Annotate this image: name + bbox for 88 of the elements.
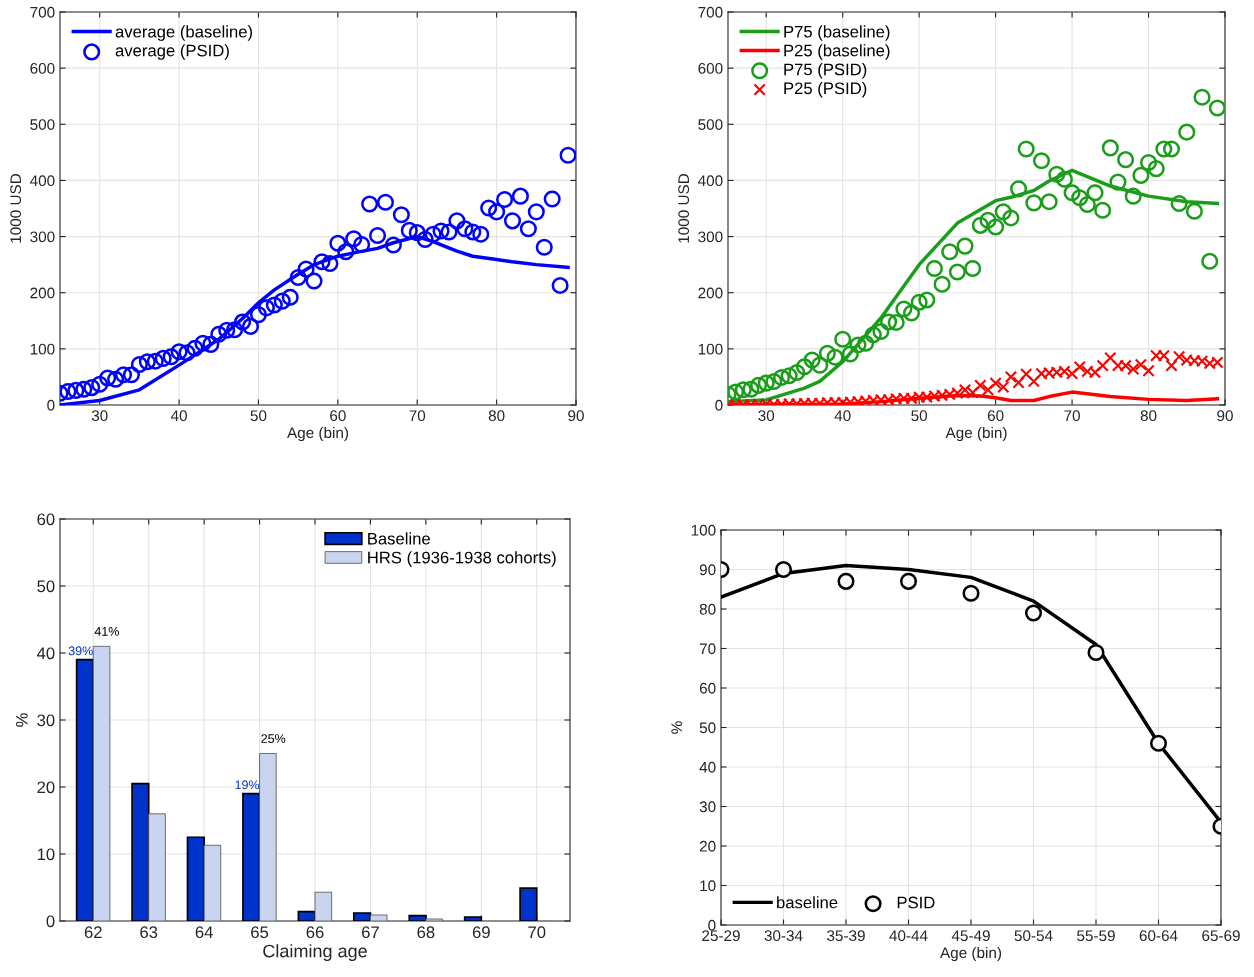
legend-label: Baseline [368, 532, 430, 545]
y-tick-label: 700 [30, 6, 55, 18]
y-tick-label: 500 [30, 119, 55, 130]
y-tick-label: 0 [47, 399, 55, 411]
y-tick-label: 0 [708, 919, 716, 931]
y-tick-label: 300 [698, 231, 723, 243]
y-tick-label: 90 [699, 564, 716, 576]
y-tick-label: 100 [30, 343, 55, 355]
y-axis-title: 1000 USD [10, 173, 22, 243]
y-tick-label: 10 [700, 880, 716, 892]
y-tick-label: 400 [698, 175, 723, 187]
y-tick-label: 10 [37, 848, 55, 861]
data-label: 19% [235, 780, 260, 790]
legend-label: P25 (baseline) [784, 44, 890, 60]
y-tick-label: 80 [699, 603, 716, 615]
x-tick-label: 50 [250, 410, 267, 422]
y-tick-label: 20 [37, 781, 55, 794]
y-tick-label: 300 [30, 231, 55, 243]
y-tick-label: 100 [691, 524, 716, 536]
x-tick-label: 65 [251, 926, 269, 939]
y-tick-label: 200 [698, 287, 723, 299]
x-tick-label: 40 [170, 410, 187, 422]
x-tick-label: 30 [758, 410, 775, 422]
x-axis-title: Age (bin) [940, 946, 1002, 962]
x-tick-label: 30 [91, 410, 108, 422]
y-tick-label: 50 [699, 722, 716, 734]
y-tick-label: 50 [37, 580, 55, 593]
y-tick-label: 60 [699, 682, 716, 694]
x-tick-label: 35-39 [827, 930, 865, 942]
x-tick-label: 50 [911, 410, 928, 422]
y-tick-label: 20 [699, 840, 716, 852]
x-tick-label: 90 [1217, 410, 1233, 422]
y-tick-label: 500 [698, 119, 723, 130]
legend-label: average (PSID) [115, 44, 229, 60]
y-tick-label: 30 [37, 714, 55, 727]
x-tick-label: 70 [1064, 410, 1080, 422]
y-tick-label: 600 [30, 63, 55, 74]
x-tick-label: 55-59 [1077, 930, 1115, 942]
y-tick-label: 200 [30, 287, 55, 299]
y-tick-label: 400 [30, 175, 55, 187]
y-axis-title: % [671, 721, 683, 734]
y-tick-label: 600 [698, 63, 723, 74]
x-tick-label: 70 [528, 926, 546, 939]
x-tick-label: 80 [488, 410, 505, 422]
x-tick-label: 25-29 [702, 930, 740, 942]
y-tick-label: 100 [698, 343, 723, 355]
y-tick-label: 30 [699, 801, 716, 813]
x-tick-label: 30-34 [764, 930, 803, 942]
y-tick-label: 60 [37, 513, 55, 526]
legend-label: P75 (PSID) [784, 63, 867, 79]
x-axis-title: Claiming age [263, 944, 367, 962]
y-tick-label: 70 [699, 643, 716, 655]
y-tick-label: 0 [715, 399, 723, 411]
y-tick-label: 40 [36, 647, 55, 660]
y-tick-label: 0 [46, 915, 55, 928]
y-axis-title: % [16, 713, 28, 727]
x-axis-title: Age (bin) [945, 426, 1007, 442]
x-tick-label: 70 [409, 410, 426, 422]
data-label: 25% [261, 734, 286, 743]
x-tick-label: 67 [362, 926, 379, 939]
y-tick-label: 40 [699, 761, 716, 773]
x-tick-label: 68 [417, 926, 435, 939]
x-tick-label: 69 [472, 926, 490, 939]
x-tick-label: 80 [1140, 410, 1157, 422]
data-label: 41% [94, 626, 119, 636]
x-tick-label: 50-54 [1014, 930, 1053, 942]
legend-label: P25 (PSID) [784, 81, 867, 98]
x-tick-label: 60 [987, 410, 1004, 422]
legend-label: baseline [777, 896, 838, 909]
x-tick-label: 62 [84, 926, 102, 939]
legend-label: average (baseline) [115, 25, 253, 41]
x-tick-label: 40 [834, 410, 851, 422]
x-tick-label: 40-44 [889, 930, 928, 942]
x-tick-label: 63 [140, 926, 158, 939]
x-tick-label: 60-64 [1139, 930, 1178, 942]
y-tick-label: 700 [698, 6, 723, 18]
x-tick-label: 90 [568, 410, 584, 422]
x-tick-label: 60 [330, 410, 346, 422]
data-label: 39% [68, 646, 93, 656]
legend-label: HRS (1936-1938 cohorts) [368, 551, 556, 567]
x-tick-label: 45-49 [951, 930, 990, 942]
legend-label: P75 (baseline) [784, 25, 890, 41]
x-tick-label: 65-69 [1202, 930, 1240, 942]
y-axis-title: 1000 USD [678, 173, 690, 243]
x-tick-label: 66 [306, 926, 324, 939]
x-axis-title: Age (bin) [287, 426, 349, 442]
x-tick-label: 64 [195, 926, 213, 939]
legend-label: PSID [897, 896, 935, 909]
